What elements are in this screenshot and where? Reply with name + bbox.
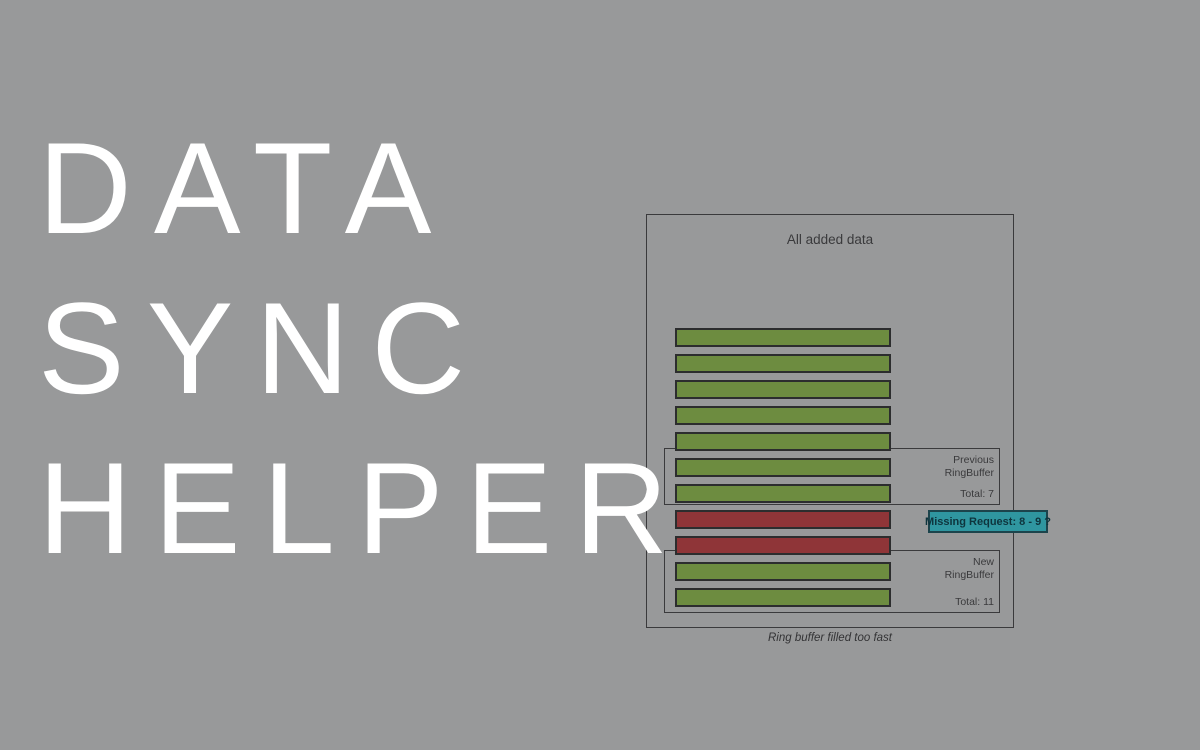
missing-request-badge: Missing Request: 8 - 9 ?	[925, 510, 1051, 533]
all-added-data-label: All added data	[786, 232, 874, 247]
new-ringbuffer-label-line2: RingBuffer	[944, 569, 994, 582]
hero-title: DATA SYNC HELPER	[38, 108, 690, 588]
buffer-slot-2-green	[675, 354, 891, 373]
new-ringbuffer-total: Total: 11	[955, 596, 994, 608]
hero-line-1: DATA	[38, 115, 454, 261]
buffer-slot-5-green	[675, 432, 891, 451]
buffer-slot-4-green	[675, 406, 891, 425]
buffer-slot-6-green	[675, 458, 891, 477]
buffer-slot-10-green	[675, 562, 891, 581]
hero-line-2: SYNC	[38, 275, 488, 421]
previous-ringbuffer-label-line2: RingBuffer	[944, 467, 994, 480]
new-ringbuffer-label-line1: New	[972, 556, 994, 568]
new-ringbuffer-label: New RingBuffer	[945, 556, 994, 582]
buffer-slot-1-green	[675, 328, 891, 347]
previous-ringbuffer-label: Previous RingBuffer	[945, 454, 994, 480]
buffer-slot-8-red	[675, 510, 891, 529]
buffer-slot-9-red	[675, 536, 891, 555]
buffer-slot-11-green	[675, 588, 891, 607]
buffer-slot-3-green	[675, 380, 891, 399]
previous-ringbuffer-label-line1: Previous	[953, 454, 994, 466]
hero-line-3: HELPER	[38, 435, 691, 581]
all-added-data-box	[646, 214, 1014, 628]
buffer-slot-7-green	[675, 484, 891, 503]
diagram-caption: Ring buffer filled too fast	[767, 632, 892, 644]
previous-ringbuffer-total: Total: 7	[960, 488, 994, 500]
